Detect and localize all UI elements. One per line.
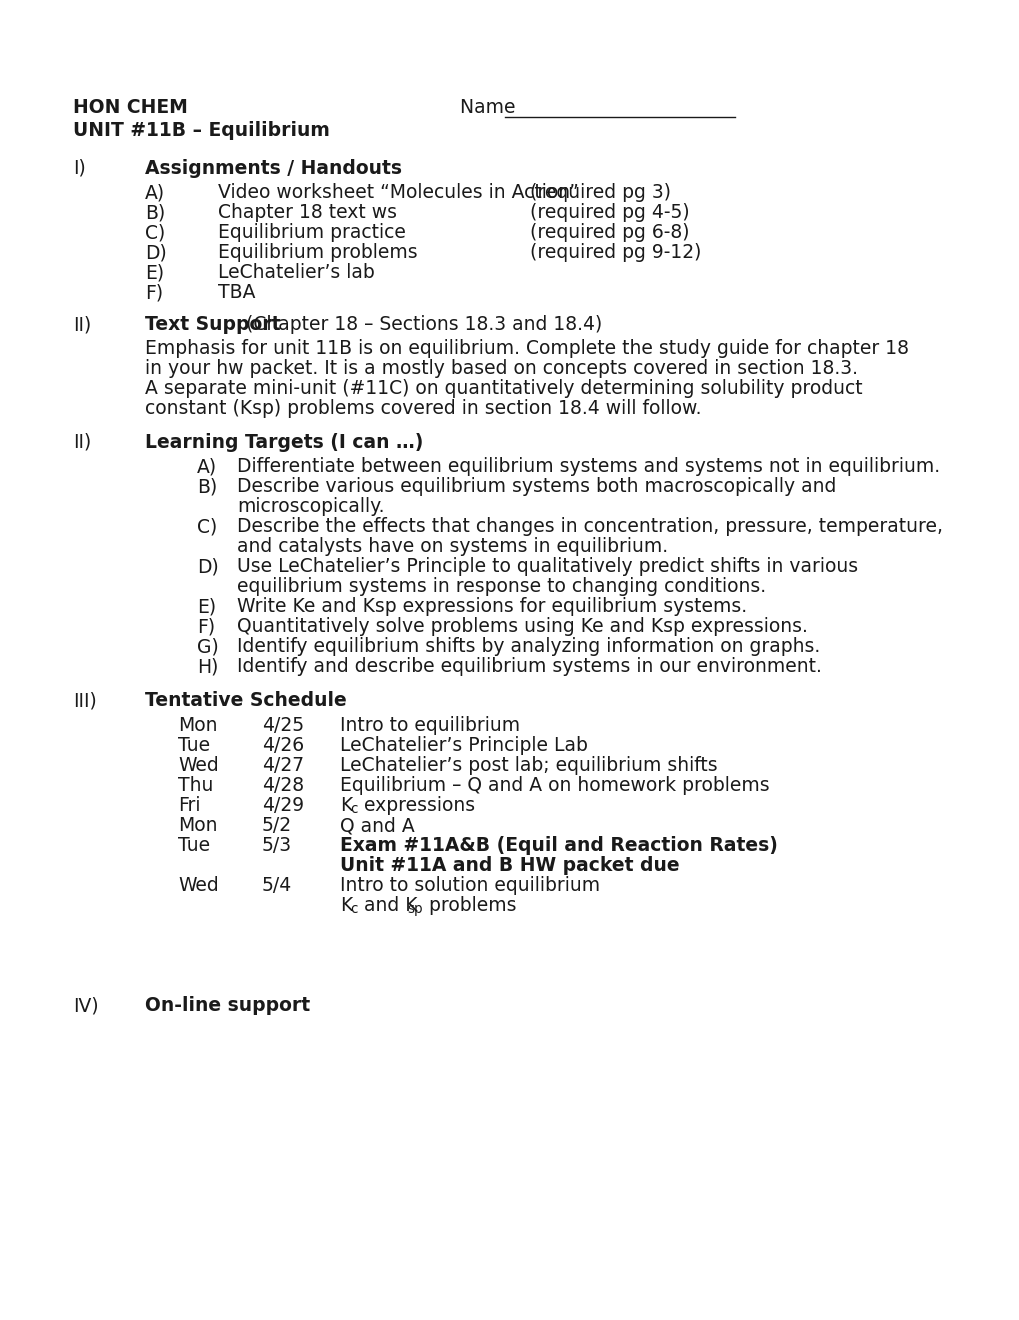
- Text: Identify and describe equilibrium systems in our environment.: Identify and describe equilibrium system…: [236, 657, 821, 676]
- Text: Exam #11A&B (Equil and Reaction Rates): Exam #11A&B (Equil and Reaction Rates): [339, 836, 777, 855]
- Text: problems: problems: [423, 896, 516, 915]
- Text: Assignments / Handouts: Assignments / Handouts: [145, 158, 401, 178]
- Text: Learning Targets (I can …): Learning Targets (I can …): [145, 433, 423, 451]
- Text: Mon: Mon: [178, 715, 217, 735]
- Text: I): I): [73, 158, 86, 178]
- Text: sp: sp: [407, 902, 422, 916]
- Text: and catalysts have on systems in equilibrium.: and catalysts have on systems in equilib…: [236, 537, 667, 557]
- Text: Mon: Mon: [178, 816, 217, 836]
- Text: LeChatelier’s Principle Lab: LeChatelier’s Principle Lab: [339, 737, 587, 755]
- Text: Tentative Schedule: Tentative Schedule: [145, 692, 346, 710]
- Text: (required pg 6-8): (required pg 6-8): [530, 223, 689, 243]
- Text: expressions: expressions: [358, 796, 475, 814]
- Text: 4/27: 4/27: [262, 756, 304, 775]
- Text: B): B): [197, 478, 217, 496]
- Text: D): D): [197, 557, 218, 577]
- Text: A): A): [197, 458, 217, 477]
- Text: Equilibrium practice: Equilibrium practice: [218, 223, 406, 243]
- Text: H): H): [197, 657, 218, 676]
- Text: 4/26: 4/26: [262, 737, 304, 755]
- Text: LeChatelier’s post lab; equilibrium shifts: LeChatelier’s post lab; equilibrium shif…: [339, 756, 717, 775]
- Text: 5/3: 5/3: [262, 836, 291, 855]
- Text: HON CHEM: HON CHEM: [73, 98, 187, 117]
- Text: Intro to solution equilibrium: Intro to solution equilibrium: [339, 876, 599, 895]
- Text: IV): IV): [73, 997, 99, 1015]
- Text: Describe the effects that changes in concentration, pressure, temperature,: Describe the effects that changes in con…: [236, 517, 943, 536]
- Text: Wed: Wed: [178, 876, 218, 895]
- Text: F): F): [145, 284, 163, 302]
- Text: Equilibrium – Q and A on homework problems: Equilibrium – Q and A on homework proble…: [339, 776, 769, 795]
- Text: 4/28: 4/28: [262, 776, 304, 795]
- Text: Unit #11A and B HW packet due: Unit #11A and B HW packet due: [339, 855, 679, 875]
- Text: K: K: [339, 796, 352, 814]
- Text: Tue: Tue: [178, 836, 210, 855]
- Text: Q and A: Q and A: [339, 816, 415, 836]
- Text: 4/25: 4/25: [262, 715, 304, 735]
- Text: II): II): [73, 433, 91, 451]
- Text: Thu: Thu: [178, 776, 213, 795]
- Text: Fri: Fri: [178, 796, 201, 814]
- Text: Video worksheet “Molecules in Action”: Video worksheet “Molecules in Action”: [218, 183, 578, 202]
- Text: Text Support: Text Support: [145, 315, 280, 334]
- Text: and K: and K: [358, 896, 417, 915]
- Text: Wed: Wed: [178, 756, 218, 775]
- Text: Emphasis for unit 11B is on equilibrium. Complete the study guide for chapter 18: Emphasis for unit 11B is on equilibrium.…: [145, 339, 908, 358]
- Text: TBA: TBA: [218, 284, 255, 302]
- Text: Chapter 18 text ws: Chapter 18 text ws: [218, 203, 396, 223]
- Text: Use LeChatelier’s Principle to qualitatively predict shifts in various: Use LeChatelier’s Principle to qualitati…: [236, 557, 857, 577]
- Text: G): G): [197, 638, 218, 656]
- Text: UNIT #11B – Equilibrium: UNIT #11B – Equilibrium: [73, 120, 329, 140]
- Text: A separate mini-unit (#11C) on quantitatively determining solubility product: A separate mini-unit (#11C) on quantitat…: [145, 379, 862, 399]
- Text: (required pg 3): (required pg 3): [530, 183, 671, 202]
- Text: microscopically.: microscopically.: [236, 498, 384, 516]
- Text: 4/29: 4/29: [262, 796, 304, 814]
- Text: Describe various equilibrium systems both macroscopically and: Describe various equilibrium systems bot…: [236, 478, 836, 496]
- Text: Tue: Tue: [178, 737, 210, 755]
- Text: C): C): [197, 517, 217, 536]
- Text: Intro to equilibrium: Intro to equilibrium: [339, 715, 520, 735]
- Text: c: c: [350, 902, 357, 916]
- Text: II): II): [73, 315, 91, 334]
- Text: Differentiate between equilibrium systems and systems not in equilibrium.: Differentiate between equilibrium system…: [236, 458, 940, 477]
- Text: A): A): [145, 183, 165, 202]
- Text: On-line support: On-line support: [145, 997, 310, 1015]
- Text: F): F): [197, 618, 215, 636]
- Text: Quantitatively solve problems using Ke and Ksp expressions.: Quantitatively solve problems using Ke a…: [236, 618, 807, 636]
- Text: LeChatelier’s lab: LeChatelier’s lab: [218, 264, 374, 282]
- Text: K: K: [339, 896, 352, 915]
- Text: (required pg 9-12): (required pg 9-12): [530, 243, 701, 263]
- Text: C): C): [145, 223, 165, 243]
- Text: Name: Name: [460, 98, 521, 117]
- Text: constant (Ksp) problems covered in section 18.4 will follow.: constant (Ksp) problems covered in secti…: [145, 399, 701, 418]
- Text: E): E): [145, 264, 164, 282]
- Text: 5/2: 5/2: [262, 816, 291, 836]
- Text: Write Ke and Ksp expressions for equilibrium systems.: Write Ke and Ksp expressions for equilib…: [236, 598, 746, 616]
- Text: Equilibrium problems: Equilibrium problems: [218, 243, 417, 263]
- Text: 5/4: 5/4: [262, 876, 292, 895]
- Text: E): E): [197, 598, 216, 616]
- Text: equilibrium systems in response to changing conditions.: equilibrium systems in response to chang…: [236, 578, 765, 597]
- Text: (required pg 4-5): (required pg 4-5): [530, 203, 689, 223]
- Text: B): B): [145, 203, 165, 223]
- Text: III): III): [73, 692, 97, 710]
- Text: in your hw packet. It is a mostly based on concepts covered in section 18.3.: in your hw packet. It is a mostly based …: [145, 359, 857, 378]
- Text: (Chapter 18 – Sections 18.3 and 18.4): (Chapter 18 – Sections 18.3 and 18.4): [239, 315, 601, 334]
- Text: Identify equilibrium shifts by analyzing information on graphs.: Identify equilibrium shifts by analyzing…: [236, 638, 819, 656]
- Text: c: c: [350, 803, 357, 816]
- Text: D): D): [145, 243, 166, 263]
